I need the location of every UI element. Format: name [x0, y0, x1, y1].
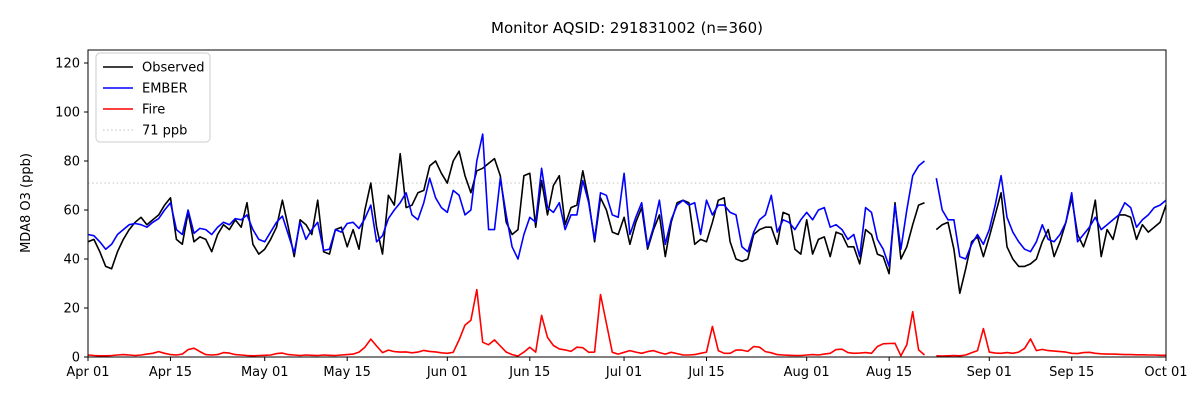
- legend-label: 71 ppb: [142, 124, 187, 139]
- x-tick-label: Jul 15: [687, 365, 724, 380]
- y-tick-label: 0: [72, 351, 80, 366]
- legend-label: EMBER: [142, 82, 188, 97]
- x-tick-label: Sep 15: [1049, 365, 1094, 380]
- legend-label: Observed: [142, 61, 205, 76]
- y-tick-label: 80: [63, 155, 80, 170]
- y-axis-label: MDA8 O3 (ppb): [19, 153, 34, 253]
- x-tick-label: May 15: [323, 365, 371, 380]
- y-tick-label: 100: [55, 106, 80, 121]
- legend-box: [95, 52, 211, 143]
- y-tick-label: 60: [63, 204, 80, 219]
- y-tick-label: 120: [55, 57, 80, 72]
- x-tick-label: May 01: [241, 365, 289, 380]
- y-tick-label: 40: [63, 253, 80, 268]
- series-line-ember: [87, 133, 1167, 268]
- x-tick-label: Apr 15: [149, 365, 192, 380]
- x-tick-label: Aug 15: [866, 365, 912, 380]
- x-tick-label: Jul 01: [605, 365, 642, 380]
- x-tick-label: Sep 01: [967, 365, 1012, 380]
- y-tick-label: 20: [63, 302, 80, 317]
- x-tick-label: Apr 01: [66, 365, 109, 380]
- plot-area: Apr 01 Apr 15 May 01 May 15 Jun 01 Jun 15 Jul …: [55, 49, 1188, 380]
- axes-box: [87, 49, 1167, 358]
- x-tick-label: Aug 01: [784, 365, 830, 380]
- chart-title: Monitor AQSID: 291831002 (n=360): [491, 19, 763, 37]
- legend-label: Fire: [142, 103, 165, 118]
- x-tick-label: Jun 15: [508, 365, 550, 380]
- series-line-fire: [87, 288, 1166, 357]
- x-tick-label: Oct 01: [1144, 365, 1187, 380]
- x-tick-label: Jun 01: [426, 365, 468, 380]
